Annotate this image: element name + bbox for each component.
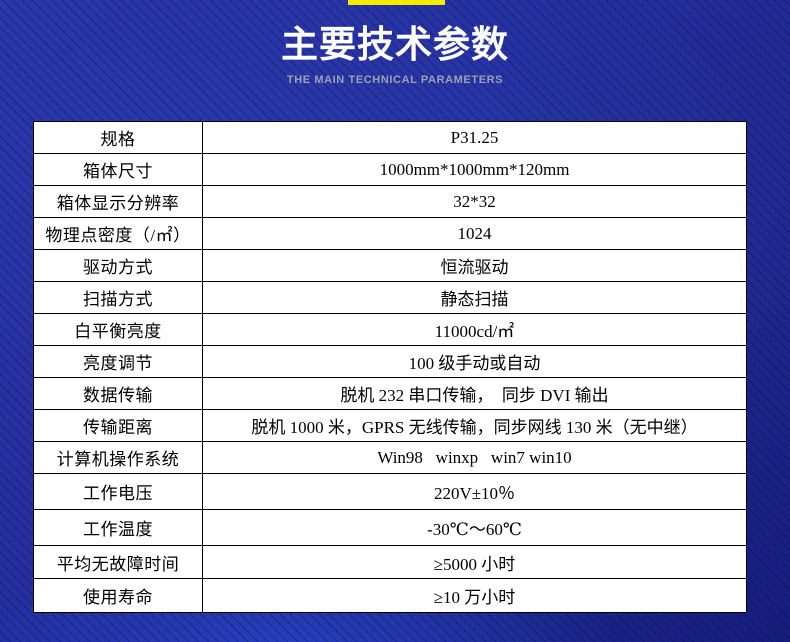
- spec-value: 恒流驱动: [440, 258, 509, 277]
- spec-value: 11000cd/㎡: [434, 322, 515, 341]
- table-row: 规格 P31.25: [34, 122, 746, 154]
- spec-value: 32*32: [453, 191, 496, 211]
- spec-value: 1024: [457, 223, 492, 243]
- spec-value: 220V±10％: [433, 484, 516, 503]
- spec-value: P31.25: [450, 127, 499, 147]
- table-row: 扫描方式 静态扫描: [34, 282, 746, 314]
- spec-value: 100 级手动或自动: [408, 354, 541, 373]
- spec-value: ≥5000 小时: [433, 554, 516, 574]
- spec-label: 数据传输: [34, 378, 203, 409]
- spec-label: 工作温度: [34, 510, 203, 545]
- spec-table: 规格 P31.25 箱体尺寸 1000mm*1000mm*120mm 箱体显示分辨率 32…: [33, 121, 747, 613]
- spec-label: 驱动方式: [34, 250, 203, 281]
- page-title: 主要技术参数: [281, 24, 509, 65]
- page-header: 主要技术参数 THE MAIN TECHNICAL PARAMETERS: [0, 0, 790, 86]
- table-row: 白平衡亮度 11000cd/㎡: [34, 314, 746, 346]
- spec-value: ≥10 万小时: [433, 588, 516, 607]
- table-row: 计算机操作系统 Win98 winxp win7 win10: [34, 442, 746, 474]
- spec-value: 1000mm*1000mm*120mm: [379, 159, 570, 179]
- spec-label: 箱体尺寸: [34, 154, 203, 185]
- table-row: 物理点密度（/㎡） 1024: [34, 218, 746, 250]
- table-row: 驱动方式 恒流驱动: [34, 250, 746, 282]
- table-row: 工作电压 220V±10％: [34, 474, 746, 510]
- spec-label: 使用寿命: [34, 579, 203, 612]
- spec-label: 计算机操作系统: [34, 442, 203, 473]
- spec-label: 亮度调节: [34, 346, 203, 377]
- spec-label: 规格: [34, 122, 203, 153]
- table-row: 使用寿命 ≥10 万小时: [34, 579, 746, 612]
- spec-label: 平均无故障时间: [34, 546, 203, 578]
- spec-label: 物理点密度（/㎡）: [34, 218, 203, 249]
- spec-value: 脱机 232 串口传输， 同步 DVI 输出: [340, 386, 609, 405]
- table-row: 亮度调节 100 级手动或自动: [34, 346, 746, 378]
- spec-value: 静态扫描: [440, 290, 509, 309]
- spec-label: 箱体显示分辨率: [34, 186, 203, 217]
- spec-label: 白平衡亮度: [34, 314, 203, 345]
- page-subtitle: THE MAIN TECHNICAL PARAMETERS: [286, 74, 504, 86]
- table-row: 工作温度 -30℃～60℃: [34, 510, 746, 546]
- table-row: 平均无故障时间 ≥5000 小时: [34, 546, 746, 579]
- spec-value: -30℃～60℃: [427, 520, 522, 539]
- table-row: 箱体尺寸 1000mm*1000mm*120mm: [34, 154, 746, 186]
- spec-label: 工作电压: [34, 474, 203, 509]
- table-row: 数据传输 脱机 232 串口传输， 同步 DVI 输出: [34, 378, 746, 410]
- spec-label: 扫描方式: [34, 282, 203, 313]
- spec-label: 传输距离: [34, 410, 203, 441]
- accent-bar: [348, 0, 445, 5]
- spec-value: Win98 winxp win7 win10: [377, 447, 572, 467]
- spec-value: 脱机 1000 米，GPRS 无线传输，同步网线 130 米（无中继）: [251, 418, 698, 437]
- table-row: 箱体显示分辨率 32*32: [34, 186, 746, 218]
- table-row: 传输距离 脱机 1000 米，GPRS 无线传输，同步网线 130 米（无中继）: [34, 410, 746, 442]
